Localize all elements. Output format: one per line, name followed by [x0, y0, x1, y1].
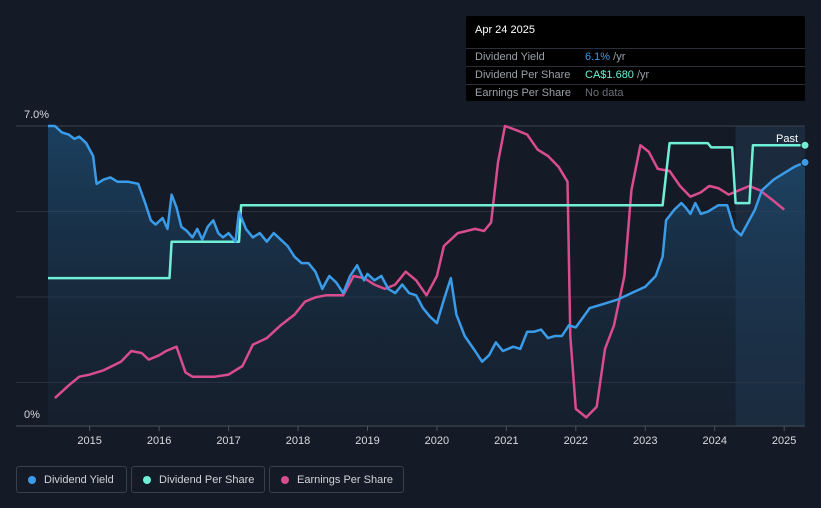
x-tick-label: 2020: [425, 435, 449, 447]
tooltip-label: Earnings Per Share: [475, 87, 571, 99]
tooltip-date: Apr 24 2025: [475, 24, 535, 36]
legend-earnings-per-share[interactable]: Earnings Per Share: [269, 466, 404, 493]
tooltip-row-dividend-yield: Dividend Yield 6.1% /yr: [466, 48, 805, 66]
x-tick-label: 2023: [633, 435, 657, 447]
tooltip-row-earnings-per-share: Earnings Per Share No data: [466, 84, 805, 102]
tooltip-value: 6.1% /yr: [585, 51, 626, 63]
legend-dot-icon: [28, 476, 36, 484]
x-tick-label: 2016: [147, 435, 171, 447]
tooltip-row-dividend-per-share: Dividend Per Share CA$1.680 /yr: [466, 66, 805, 84]
dividend-per-share-line[interactable]: [48, 141, 805, 280]
legend-label: Dividend Yield: [44, 474, 114, 486]
tooltip-label: Dividend Yield: [475, 51, 545, 63]
y-axis-bottom-label: 0%: [24, 409, 40, 421]
legend-dot-icon: [143, 476, 151, 484]
tooltip-value: CA$1.680 /yr: [585, 69, 650, 81]
legend-dividend-yield[interactable]: Dividend Yield: [16, 466, 127, 493]
x-tick-label: 2024: [702, 435, 726, 447]
legend-dividend-per-share[interactable]: Dividend Per Share: [131, 466, 265, 493]
legend-label: Dividend Per Share: [159, 474, 255, 486]
dividend-yield-area: [48, 126, 805, 426]
x-tick-label: 2025: [772, 435, 796, 447]
earnings-per-share-line[interactable]: [54, 124, 785, 419]
tooltip-panel: Apr 24 2025 Dividend Yield 6.1% /yr Divi…: [466, 16, 805, 101]
past-label: Past: [776, 133, 798, 145]
x-tick-label: 2017: [216, 435, 240, 447]
tooltip-label: Dividend Per Share: [475, 69, 571, 81]
x-tick-label: 2021: [494, 435, 518, 447]
dividend-yield-end-marker: [800, 157, 810, 167]
x-tick-label: 2015: [77, 435, 101, 447]
dividend-yield-line[interactable]: [48, 124, 806, 363]
legend-label: Earnings Per Share: [297, 474, 393, 486]
x-tick-label: 2018: [286, 435, 310, 447]
legend-dot-icon: [281, 476, 289, 484]
x-tick-label: 2022: [564, 435, 588, 447]
x-tick-label: 2019: [355, 435, 379, 447]
tooltip-value: No data: [585, 87, 624, 99]
dividend-per-share-end-marker: [800, 140, 810, 150]
y-axis-top-label: 7.0%: [24, 109, 49, 121]
